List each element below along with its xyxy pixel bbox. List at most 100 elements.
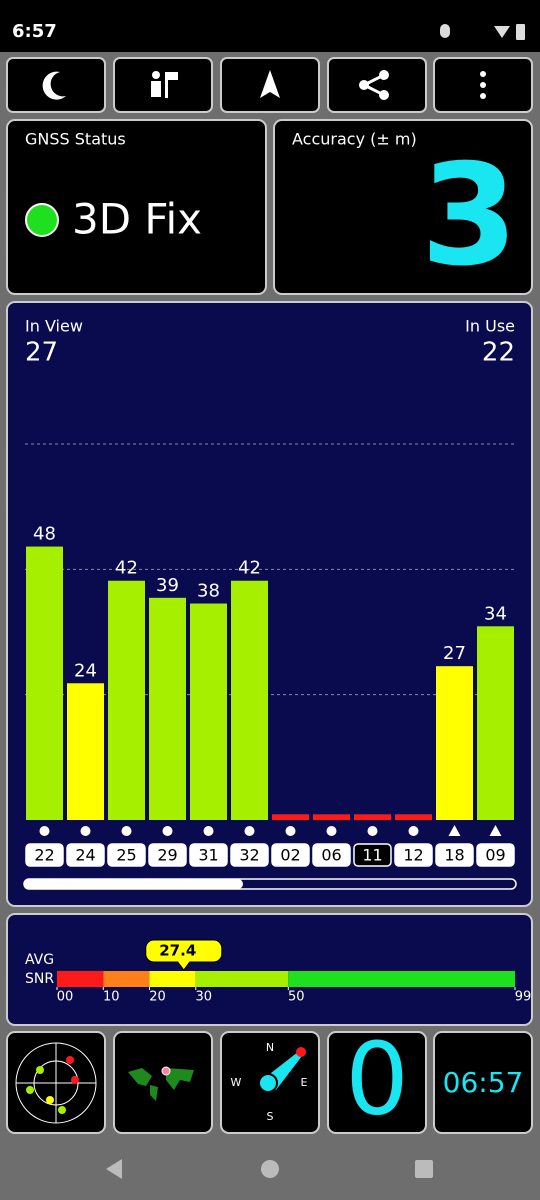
accuracy-value: 3 [421,135,518,298]
prn-box [230,843,269,867]
snr-segment [57,971,104,987]
in-view-count: 27 [25,338,58,368]
status-time: 6:57 [12,21,57,42]
x-tick-label: 32 [239,846,259,865]
bar [26,546,63,820]
bar [108,580,145,820]
in-use-count: 22 [482,338,515,368]
value-label: 24 [74,660,97,681]
in-use-label: In Use [465,317,515,336]
nav-bar [106,1159,433,1179]
bar [354,814,391,820]
prn-box [189,843,228,867]
mode-button[interactable] [113,57,213,113]
status-bar [0,0,540,52]
gnss-status-title: GNSS Status [25,130,126,149]
snr-tick-label: 50 [288,990,305,1005]
bar [272,814,309,820]
compass-icon: N E S W [231,1041,308,1123]
count-value: 0 [345,1020,409,1137]
count-tile[interactable] [327,1031,427,1134]
in-view-label: In View [25,317,83,336]
constellation-marker [39,826,50,836]
prn-box [107,843,146,867]
x-tick-label: 31 [198,846,218,865]
x-tick-label: 11 [362,846,382,865]
back-button[interactable] [106,1159,122,1179]
snr-label: SNR [25,971,54,987]
constellation-marker [489,825,502,836]
sky-view-icon [15,1042,97,1124]
prn-box [148,843,187,867]
bar [436,666,473,820]
x-tick-label: 02 [280,846,300,865]
bar [395,814,432,820]
fix-indicator [25,203,59,237]
value-label: 42 [238,558,261,579]
home-button[interactable] [261,1160,279,1178]
value-label: 27 [443,643,466,664]
x-tick-label: 09 [485,846,505,865]
map-icon [124,1063,202,1103]
clock-tile[interactable] [433,1031,533,1134]
prn-box [435,843,474,867]
clock-value: 06:57 [443,1066,524,1099]
x-tick-label: 18 [444,846,464,865]
share-button[interactable] [327,57,427,113]
avg-label: AVG [25,952,54,968]
value-label: 34 [484,603,507,624]
x-tick-label: 06 [321,846,341,865]
compass-s: S [267,1110,274,1123]
snr-tick-label: 20 [149,990,166,1005]
snr-segment [149,971,196,987]
x-tick-label: 12 [403,846,423,865]
value-label: 48 [33,524,56,545]
accuracy-title: Accuracy (± m) [292,130,417,149]
value-label: 38 [197,581,220,602]
snr-tick-label: 00 [57,990,74,1005]
x-tick-label: 24 [75,846,95,865]
prn-box [66,843,105,867]
recents-button[interactable] [415,1160,433,1178]
compass-w: W [231,1076,242,1089]
prn-box [476,843,515,867]
bar [149,597,186,820]
status-icons [440,24,525,40]
compass-n: N [266,1041,274,1054]
value-label: 39 [156,575,179,596]
night-mode-button[interactable] [6,57,106,113]
value-label: 42 [115,558,138,579]
toolbar-icons [42,70,486,100]
snr-segment [195,971,289,987]
prn-box [312,843,351,867]
snr-tick-label: 30 [196,990,213,1005]
x-tick-label: 29 [157,846,177,865]
constellation-marker [121,826,132,836]
bar [477,626,514,820]
fix-status: 3D Fix [72,195,202,244]
x-tick-label: 25 [116,846,136,865]
constellation-marker [448,825,461,836]
accuracy-panel [273,119,533,295]
snr-pointer [145,939,223,971]
compass-e: E [301,1076,308,1089]
snr-tick-label: 10 [103,990,120,1005]
prn-box [353,843,392,867]
scrollbar-thumb[interactable] [24,879,243,889]
prn-box [394,843,433,867]
bar [313,814,350,820]
constellation-marker [80,826,91,836]
snr-tick-label: 99 [515,990,532,1005]
constellation-marker [408,826,419,836]
bar [231,580,268,820]
constellation-marker [244,826,255,836]
constellation-marker [326,826,337,836]
snr-segment [103,971,150,987]
gnss-status-panel [6,119,267,295]
constellation-marker [285,826,296,836]
snr-segment [288,971,515,987]
snr-value-label: 27.4 [159,942,196,960]
prn-box [25,843,64,867]
